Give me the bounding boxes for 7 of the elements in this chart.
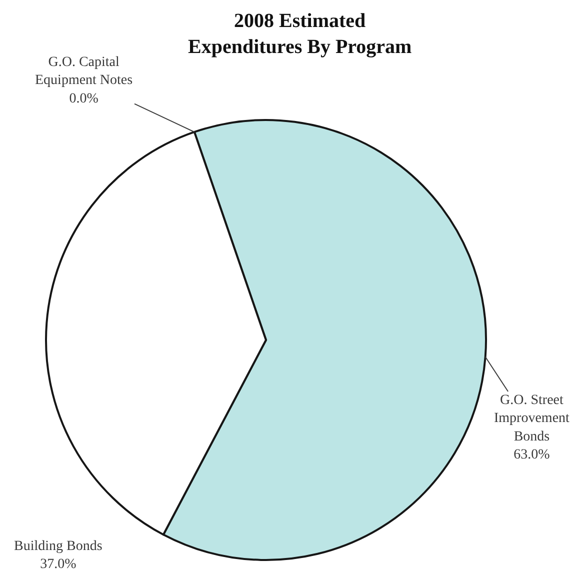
text: 0.0% xyxy=(69,91,98,106)
slice-label: Building Bonds xyxy=(14,539,102,554)
data-label: 63.0% xyxy=(514,448,550,463)
data-label: 37.0% xyxy=(40,557,77,572)
chart-title: 2008 Estimated Expenditures By Program xyxy=(188,10,412,58)
category-label: G.O. Capital Equipment Notes xyxy=(35,55,133,88)
slice-label: G.O. Street Improvement Bonds xyxy=(494,393,570,444)
